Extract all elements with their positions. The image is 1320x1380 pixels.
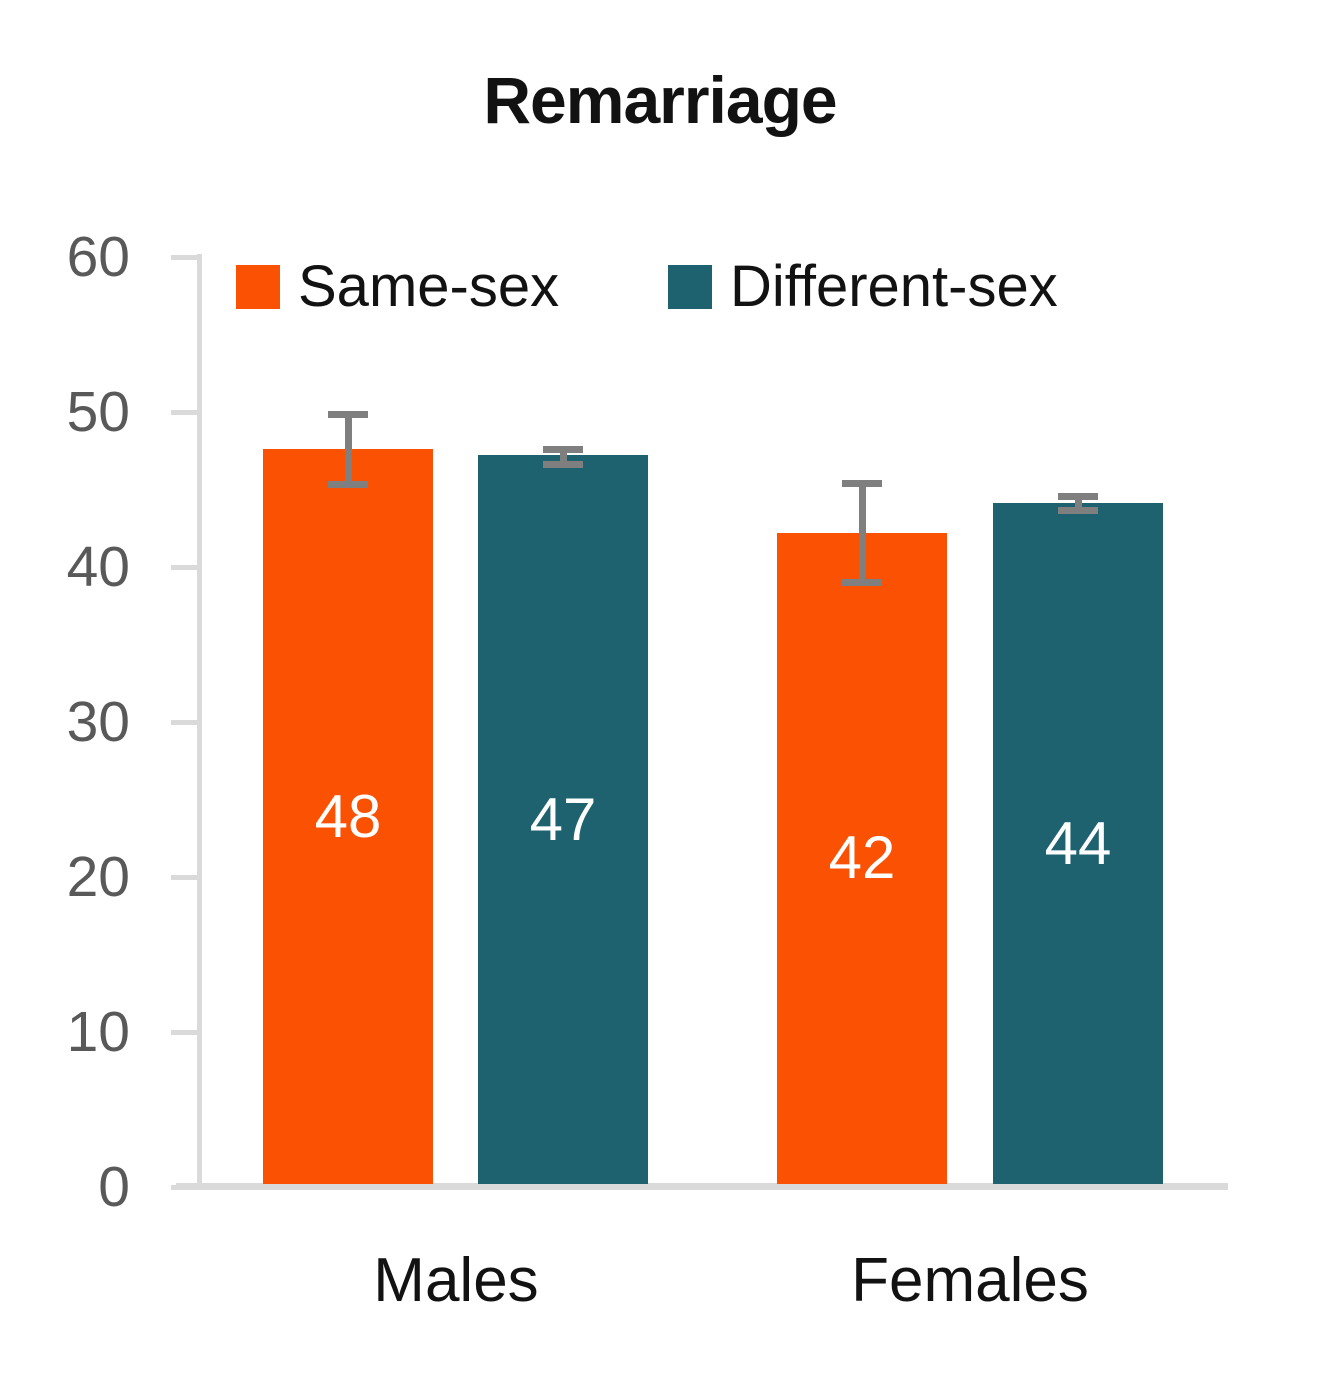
y-axis-tick-label: 60 [66, 225, 130, 289]
error-bar-cap-bottom [1058, 507, 1098, 515]
legend-label-different-sex: Different-sex [730, 254, 1058, 319]
y-axis-tick-label: 20 [66, 845, 130, 909]
y-axis-tick [171, 875, 197, 880]
y-axis-tick-label: 30 [66, 690, 130, 754]
y-axis-tick-label: 10 [66, 1000, 130, 1064]
legend-swatch-different-sex-icon [668, 265, 712, 309]
error-bar-stem [1074, 495, 1082, 512]
error-bar-cap-bottom [328, 480, 368, 488]
error-bar-cap-top [1058, 492, 1098, 500]
bar-value-label: 42 [828, 824, 896, 892]
bar-same-sex-males [263, 449, 433, 1184]
bar-same-sex-females [777, 532, 947, 1184]
y-axis-tick-label: 50 [66, 380, 130, 444]
error-bar-cap-bottom [842, 578, 882, 586]
error-bar-stem [858, 483, 866, 583]
error-bar-stem [559, 449, 567, 465]
error-bar-cap-top [328, 410, 368, 418]
error-bar-cap-top [543, 446, 583, 454]
x-axis-label-females: Females [851, 1246, 1089, 1315]
error-bar-cap-bottom [543, 460, 583, 468]
y-axis-tick [171, 565, 197, 570]
y-axis-tick [171, 1030, 197, 1035]
y-axis-tick [171, 255, 197, 260]
x-axis-line [176, 1183, 1228, 1190]
y-axis-tick-label: 40 [66, 535, 130, 599]
legend-item-same-sex: Same-sex [236, 258, 559, 316]
chart-title: Remarriage [483, 63, 837, 137]
x-axis-label-males: Males [373, 1246, 539, 1315]
bar-value-label: 44 [1044, 809, 1112, 877]
y-axis-tick-label: 0 [98, 1155, 130, 1219]
error-bar-stem [344, 413, 352, 485]
bar-value-label: 47 [529, 785, 597, 853]
error-bar-cap-top [842, 480, 882, 488]
y-axis-line [197, 254, 202, 1190]
bar-value-label: 48 [314, 782, 382, 850]
legend-item-different-sex: Different-sex [668, 258, 1058, 316]
legend-label-same-sex: Same-sex [298, 254, 560, 319]
y-axis-tick [171, 410, 197, 415]
bar-different-sex-males [478, 455, 648, 1184]
y-axis-tick [171, 720, 197, 725]
bar-different-sex-females [993, 503, 1163, 1184]
legend-swatch-same-sex-icon [236, 265, 280, 309]
